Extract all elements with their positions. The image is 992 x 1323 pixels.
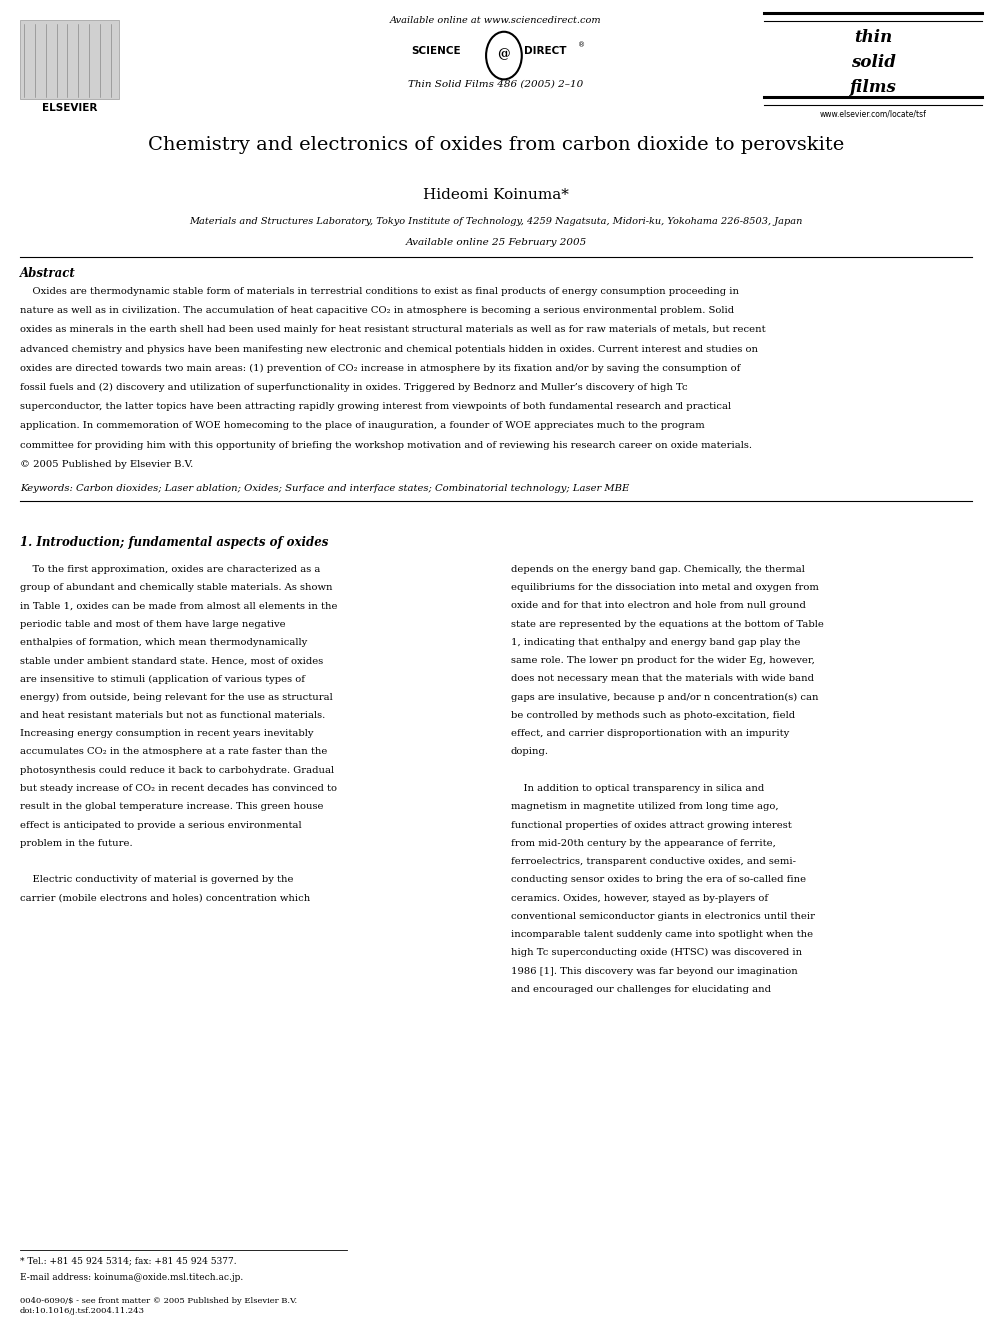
Text: problem in the future.: problem in the future. <box>20 839 133 848</box>
Text: depends on the energy band gap. Chemically, the thermal: depends on the energy band gap. Chemical… <box>511 565 805 574</box>
Text: 1986 [1]. This discovery was far beyond our imagination: 1986 [1]. This discovery was far beyond … <box>511 967 798 975</box>
Text: 1, indicating that enthalpy and energy band gap play the: 1, indicating that enthalpy and energy b… <box>511 638 801 647</box>
Text: © 2005 Published by Elsevier B.V.: © 2005 Published by Elsevier B.V. <box>20 459 193 468</box>
Text: group of abundant and chemically stable materials. As shown: group of abundant and chemically stable … <box>20 583 332 593</box>
Text: Available online 25 February 2005: Available online 25 February 2005 <box>406 238 586 247</box>
Text: periodic table and most of them have large negative: periodic table and most of them have lar… <box>20 619 286 628</box>
Text: effect is anticipated to provide a serious environmental: effect is anticipated to provide a serio… <box>20 820 302 830</box>
Text: DIRECT: DIRECT <box>524 46 566 57</box>
Text: carrier (mobile electrons and holes) concentration which: carrier (mobile electrons and holes) con… <box>20 893 310 902</box>
Text: superconductor, the latter topics have been attracting rapidly growing interest : superconductor, the latter topics have b… <box>20 402 731 411</box>
Text: does not necessary mean that the materials with wide band: does not necessary mean that the materia… <box>511 675 813 684</box>
Text: functional properties of oxides attract growing interest: functional properties of oxides attract … <box>511 820 792 830</box>
Text: ferroelectrics, transparent conductive oxides, and semi-: ferroelectrics, transparent conductive o… <box>511 857 796 867</box>
Text: and heat resistant materials but not as functional materials.: and heat resistant materials but not as … <box>20 710 325 720</box>
Text: application. In commemoration of WOE homecoming to the place of inauguration, a : application. In commemoration of WOE hom… <box>20 421 704 430</box>
Text: Available online at www.sciencedirect.com: Available online at www.sciencedirect.co… <box>390 16 602 25</box>
Text: committee for providing him with this opportunity of briefing the workshop motiv: committee for providing him with this op… <box>20 441 752 450</box>
Text: and encouraged our challenges for elucidating and: and encouraged our challenges for elucid… <box>511 984 771 994</box>
Text: films: films <box>849 79 897 97</box>
Text: oxides are directed towards two main areas: (1) prevention of CO₂ increase in at: oxides are directed towards two main are… <box>20 364 740 373</box>
Text: from mid-20th century by the appearance of ferrite,: from mid-20th century by the appearance … <box>511 839 776 848</box>
Text: Abstract: Abstract <box>20 267 75 280</box>
Text: 1. Introduction; fundamental aspects of oxides: 1. Introduction; fundamental aspects of … <box>20 536 328 549</box>
Text: Electric conductivity of material is governed by the: Electric conductivity of material is gov… <box>20 876 294 884</box>
Text: doi:10.1016/j.tsf.2004.11.243: doi:10.1016/j.tsf.2004.11.243 <box>20 1307 145 1315</box>
Text: 0040-6090/$ - see front matter © 2005 Published by Elsevier B.V.: 0040-6090/$ - see front matter © 2005 Pu… <box>20 1297 297 1304</box>
Text: conducting sensor oxides to bring the era of so-called fine: conducting sensor oxides to bring the er… <box>511 876 806 884</box>
Text: Increasing energy consumption in recent years inevitably: Increasing energy consumption in recent … <box>20 729 313 738</box>
Text: be controlled by methods such as photo-excitation, field: be controlled by methods such as photo-e… <box>511 710 795 720</box>
Text: stable under ambient standard state. Hence, most of oxides: stable under ambient standard state. Hen… <box>20 656 323 665</box>
Text: magnetism in magnetite utilized from long time ago,: magnetism in magnetite utilized from lon… <box>511 802 779 811</box>
Text: conventional semiconductor giants in electronics until their: conventional semiconductor giants in ele… <box>511 912 814 921</box>
Text: high Tc superconducting oxide (HTSC) was discovered in: high Tc superconducting oxide (HTSC) was… <box>511 949 802 958</box>
Text: but steady increase of CO₂ in recent decades has convinced to: but steady increase of CO₂ in recent dec… <box>20 785 337 792</box>
Text: state are represented by the equations at the bottom of Table: state are represented by the equations a… <box>511 619 823 628</box>
Text: To the first approximation, oxides are characterized as a: To the first approximation, oxides are c… <box>20 565 320 574</box>
Text: same role. The lower pn product for the wider Eg, however,: same role. The lower pn product for the … <box>511 656 814 665</box>
Text: In addition to optical transparency in silica and: In addition to optical transparency in s… <box>511 785 764 792</box>
Text: oxide and for that into electron and hole from null ground: oxide and for that into electron and hol… <box>511 602 806 610</box>
Text: energy) from outside, being relevant for the use as structural: energy) from outside, being relevant for… <box>20 693 332 701</box>
Text: advanced chemistry and physics have been manifesting new electronic and chemical: advanced chemistry and physics have been… <box>20 344 758 353</box>
Text: Hideomi Koinuma*: Hideomi Koinuma* <box>423 188 569 202</box>
Text: effect, and carrier disproportionation with an impurity: effect, and carrier disproportionation w… <box>511 729 789 738</box>
FancyBboxPatch shape <box>20 20 119 99</box>
Text: equilibriums for the dissociation into metal and oxygen from: equilibriums for the dissociation into m… <box>511 583 818 593</box>
Text: photosynthesis could reduce it back to carbohydrate. Gradual: photosynthesis could reduce it back to c… <box>20 766 334 775</box>
Text: are insensitive to stimuli (application of various types of: are insensitive to stimuli (application … <box>20 675 305 684</box>
Text: Chemistry and electronics of oxides from carbon dioxide to perovskite: Chemistry and electronics of oxides from… <box>148 136 844 155</box>
Text: oxides as minerals in the earth shell had been used mainly for heat resistant st: oxides as minerals in the earth shell ha… <box>20 325 766 335</box>
Text: enthalpies of formation, which mean thermodynamically: enthalpies of formation, which mean ther… <box>20 638 308 647</box>
Text: result in the global temperature increase. This green house: result in the global temperature increas… <box>20 802 323 811</box>
Text: Keywords: Carbon dioxides; Laser ablation; Oxides; Surface and interface states;: Keywords: Carbon dioxides; Laser ablatio… <box>20 484 629 493</box>
Text: ®: ® <box>578 42 585 49</box>
Text: www.elsevier.com/locate/tsf: www.elsevier.com/locate/tsf <box>819 110 927 119</box>
Text: SCIENCE: SCIENCE <box>412 46 461 57</box>
Text: gaps are insulative, because p and/or n concentration(s) can: gaps are insulative, because p and/or n … <box>511 693 818 701</box>
Text: in Table 1, oxides can be made from almost all elements in the: in Table 1, oxides can be made from almo… <box>20 602 337 610</box>
Text: thin: thin <box>854 29 892 46</box>
Text: solid: solid <box>850 54 896 71</box>
Text: incomparable talent suddenly came into spotlight when the: incomparable talent suddenly came into s… <box>511 930 813 939</box>
Text: E-mail address: koinuma@oxide.msl.titech.ac.jp.: E-mail address: koinuma@oxide.msl.titech… <box>20 1273 243 1282</box>
Text: nature as well as in civilization. The accumulation of heat capacitive CO₂ in at: nature as well as in civilization. The a… <box>20 306 734 315</box>
Text: * Tel.: +81 45 924 5314; fax: +81 45 924 5377.: * Tel.: +81 45 924 5314; fax: +81 45 924… <box>20 1257 236 1266</box>
Text: fossil fuels and (2) discovery and utilization of superfunctionality in oxides. : fossil fuels and (2) discovery and utili… <box>20 382 687 392</box>
Text: @: @ <box>498 48 510 61</box>
Text: Thin Solid Films 486 (2005) 2–10: Thin Solid Films 486 (2005) 2–10 <box>409 79 583 89</box>
Text: accumulates CO₂ in the atmosphere at a rate faster than the: accumulates CO₂ in the atmosphere at a r… <box>20 747 327 757</box>
Text: doping.: doping. <box>511 747 549 757</box>
Text: Materials and Structures Laboratory, Tokyo Institute of Technology, 4259 Nagatsu: Materials and Structures Laboratory, Tok… <box>189 217 803 226</box>
Text: ceramics. Oxides, however, stayed as by-players of: ceramics. Oxides, however, stayed as by-… <box>511 893 768 902</box>
Text: ELSEVIER: ELSEVIER <box>42 103 97 114</box>
Text: Oxides are thermodynamic stable form of materials in terrestrial conditions to e: Oxides are thermodynamic stable form of … <box>20 287 739 296</box>
